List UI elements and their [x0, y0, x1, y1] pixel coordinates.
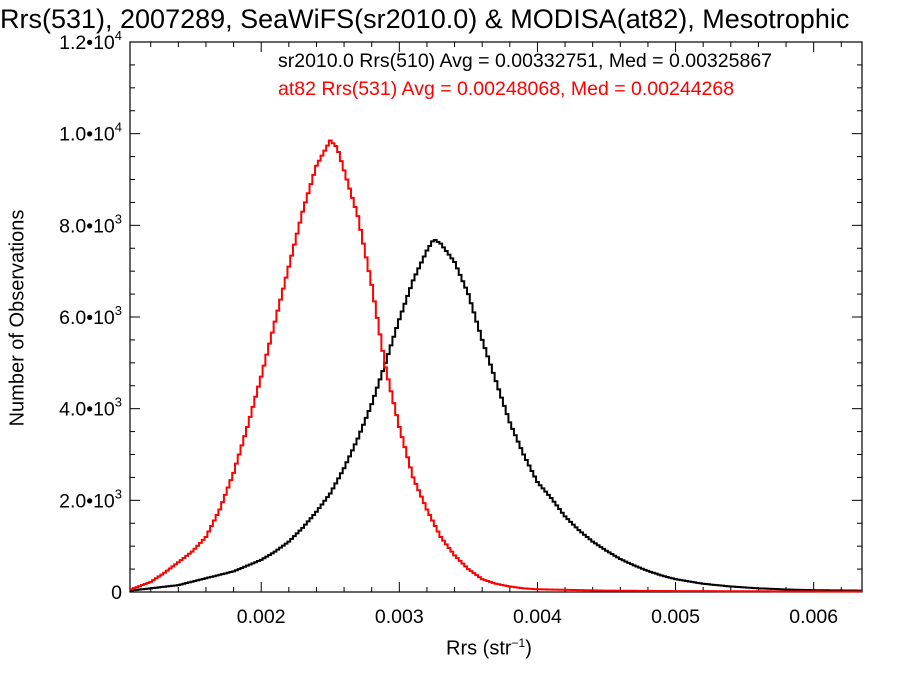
y-tick-label: 8.0•103 — [59, 211, 122, 237]
legend-entry-series-2: at82 Rrs(531) Avg = 0.00248068, Med = 0.… — [278, 78, 735, 100]
chart-title: Rrs(531), 2007289, SeaWiFS(sr2010.0) & M… — [0, 4, 850, 34]
x-axis-label-exponent: −1 — [511, 636, 526, 650]
x-tick-label: 0.004 — [513, 606, 562, 628]
y-tick-label: 4.0•103 — [59, 395, 122, 421]
legend-entry-series-1: sr2010.0 Rrs(510) Avg = 0.00332751, Med … — [278, 50, 773, 72]
y-tick-label: 1.0•104 — [59, 120, 122, 146]
histogram-series-1 — [130, 239, 862, 592]
x-tick-label: 0.005 — [651, 606, 700, 628]
histogram-series-2 — [130, 139, 862, 593]
x-axis-label: Rrs (str−1) — [446, 636, 532, 660]
y-tick-label: 6.0•103 — [59, 303, 122, 329]
x-tick-label: 0.006 — [789, 606, 838, 628]
series-layer — [130, 139, 862, 593]
x-tick-label: 0.002 — [237, 606, 286, 628]
x-axis-label-text: Rrs (str — [446, 637, 512, 660]
y-tick-labels: 0 2.0•103 4.0•103 6.0•103 8.0•103 1.0•104 1.2•… — [59, 28, 122, 604]
x-tick-labels: 0.002 0.003 0.004 0.005 0.006 — [237, 606, 838, 628]
y-tick-label: 0 — [111, 582, 122, 604]
y-tick-label: 2.0•103 — [59, 486, 122, 512]
axis-ticks — [130, 41, 862, 593]
x-tick-label: 0.003 — [375, 606, 424, 628]
y-tick-label: 1.2•104 — [59, 28, 122, 54]
plot-frame — [129, 41, 863, 593]
y-axis-label: Number of Observations — [6, 209, 29, 427]
